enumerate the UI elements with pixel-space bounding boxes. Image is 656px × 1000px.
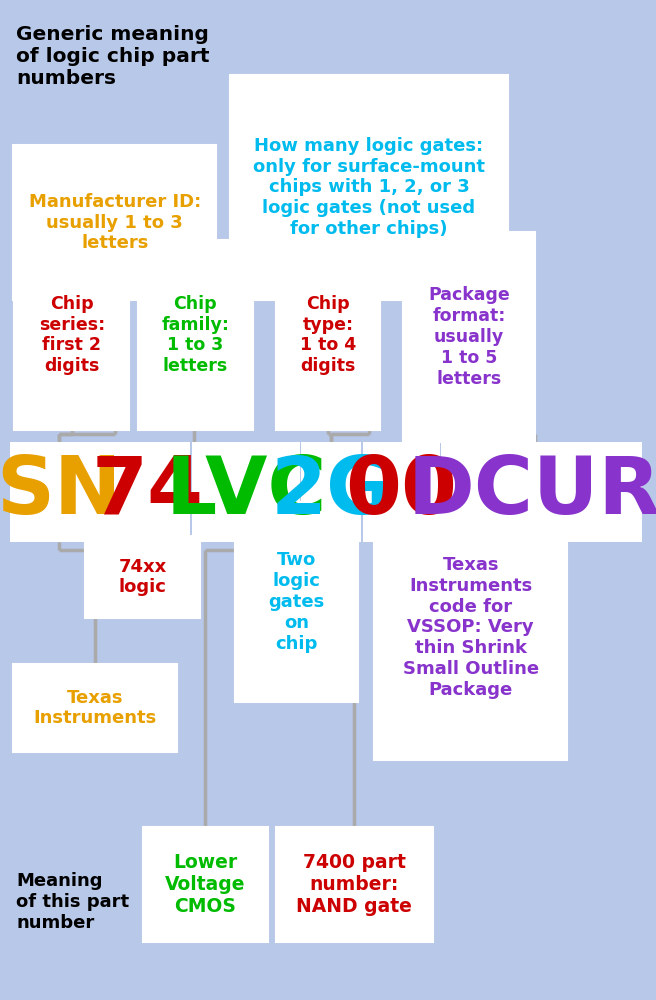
Text: How many logic gates:
only for surface-mount
chips with 1, 2, or 3
logic gates (: How many logic gates: only for surface-m…: [253, 137, 485, 238]
Text: LVC: LVC: [165, 453, 327, 531]
Text: Chip
series:
first 2
digits: Chip series: first 2 digits: [39, 295, 105, 375]
FancyBboxPatch shape: [363, 442, 440, 542]
FancyBboxPatch shape: [143, 827, 268, 942]
FancyBboxPatch shape: [105, 442, 190, 542]
Text: 7400 part
number:
NAND gate: 7400 part number: NAND gate: [297, 853, 412, 916]
FancyBboxPatch shape: [441, 442, 642, 542]
Text: Manufacturer ID:
usually 1 to 3
letters: Manufacturer ID: usually 1 to 3 letters: [29, 193, 201, 252]
FancyBboxPatch shape: [230, 75, 508, 300]
FancyBboxPatch shape: [138, 240, 253, 430]
Text: Texas
Instruments: Texas Instruments: [33, 689, 157, 727]
Text: 2G: 2G: [270, 453, 392, 531]
FancyBboxPatch shape: [374, 495, 567, 760]
FancyBboxPatch shape: [13, 664, 177, 752]
FancyBboxPatch shape: [192, 442, 300, 542]
Text: 00: 00: [346, 453, 457, 531]
FancyBboxPatch shape: [235, 502, 358, 702]
FancyBboxPatch shape: [10, 442, 107, 542]
FancyBboxPatch shape: [301, 442, 361, 542]
Text: Texas
Instruments
code for
VSSOP: Very
thin Shrink
Small Outline
Package: Texas Instruments code for VSSOP: Very t…: [403, 556, 539, 699]
FancyBboxPatch shape: [276, 827, 433, 942]
Text: Chip
family:
1 to 3
letters: Chip family: 1 to 3 letters: [161, 295, 229, 375]
Text: DCUR: DCUR: [408, 453, 656, 531]
Text: Generic meaning
of logic chip part
numbers: Generic meaning of logic chip part numbe…: [16, 25, 210, 88]
FancyBboxPatch shape: [13, 145, 216, 300]
Text: Chip
type:
1 to 4
digits: Chip type: 1 to 4 digits: [300, 295, 356, 375]
Text: Package
format:
usually
1 to 5
letters: Package format: usually 1 to 5 letters: [428, 286, 510, 388]
FancyBboxPatch shape: [403, 232, 535, 442]
Text: Lower
Voltage
CMOS: Lower Voltage CMOS: [165, 853, 245, 916]
Text: 74: 74: [92, 453, 203, 531]
Text: Meaning
of this part
number: Meaning of this part number: [16, 872, 129, 932]
Text: 74xx
logic: 74xx logic: [119, 558, 167, 596]
Text: Two
logic
gates
on
chip: Two logic gates on chip: [268, 551, 325, 653]
Text: SN: SN: [0, 453, 122, 531]
FancyBboxPatch shape: [14, 240, 129, 430]
FancyBboxPatch shape: [85, 536, 200, 618]
FancyBboxPatch shape: [276, 240, 380, 430]
